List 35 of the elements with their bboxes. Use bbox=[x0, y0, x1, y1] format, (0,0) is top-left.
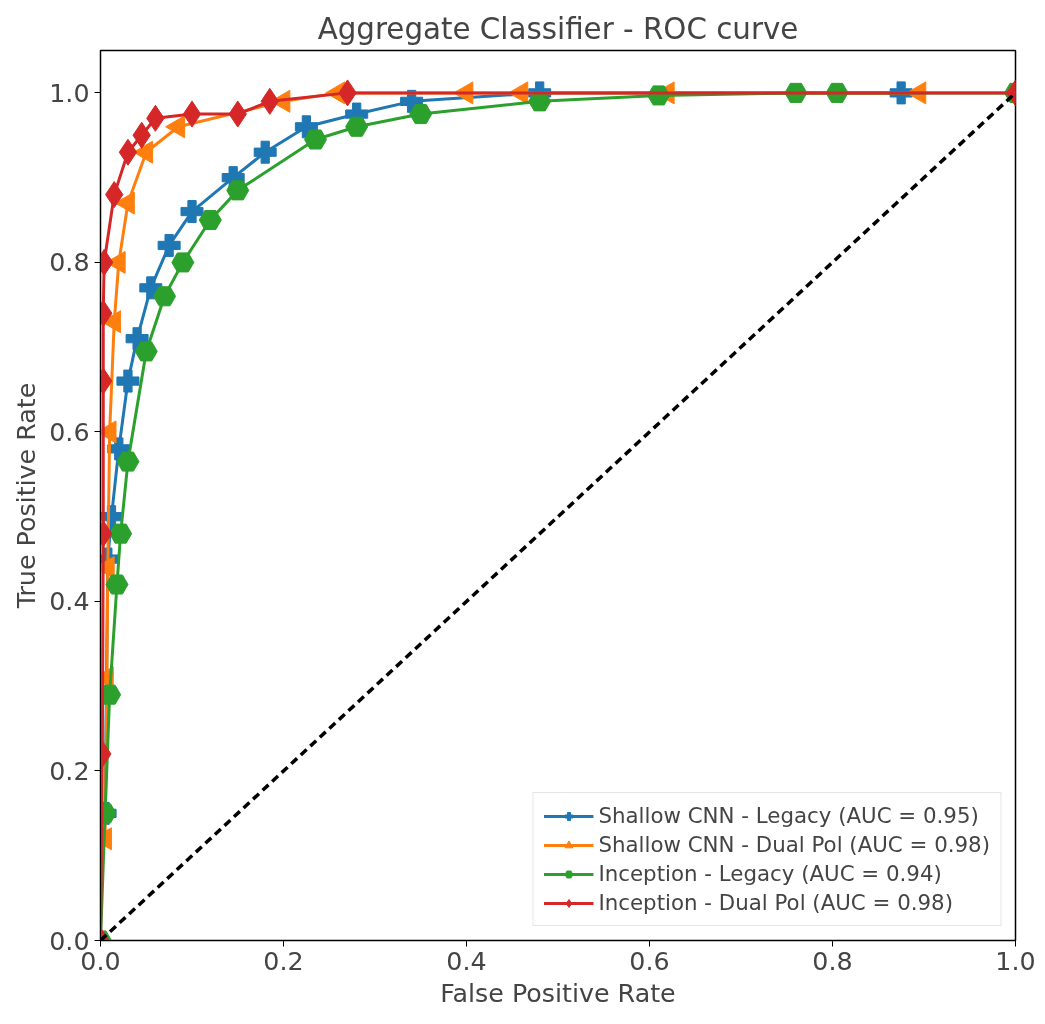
x-tick-label: 1.0 bbox=[995, 945, 1036, 976]
x-tick-label: 0.6 bbox=[629, 945, 670, 976]
point bbox=[153, 286, 177, 307]
point bbox=[345, 116, 369, 137]
point bbox=[528, 91, 552, 112]
y-tick-label: 0.6 bbox=[49, 416, 90, 447]
point bbox=[134, 341, 158, 362]
y-axis-title: True Positive Rate bbox=[11, 382, 42, 610]
point bbox=[171, 252, 195, 273]
point bbox=[198, 210, 222, 231]
y-tick-label: 1.0 bbox=[49, 77, 90, 108]
point bbox=[180, 200, 204, 224]
y-tick-label: 0.4 bbox=[49, 586, 90, 617]
y-tick-label: 0.8 bbox=[49, 247, 90, 278]
point bbox=[116, 369, 140, 393]
legend-label: Inception - Dual Pol (AUC = 0.98) bbox=[598, 890, 953, 915]
point bbox=[109, 523, 133, 544]
chart-title: Aggregate Classifier - ROC curve bbox=[317, 11, 799, 46]
legend-label: Shallow CNN - Dual Pol (AUC = 0.98) bbox=[598, 832, 990, 857]
y-tick-label: 0.2 bbox=[49, 755, 90, 786]
point bbox=[105, 574, 129, 595]
point bbox=[116, 451, 140, 472]
point bbox=[304, 129, 328, 150]
legend-label: Inception - Legacy (AUC = 0.94) bbox=[598, 861, 942, 886]
x-axis-title: False Positive Rate bbox=[440, 977, 676, 1008]
point bbox=[182, 100, 202, 128]
x-tick-label: 0.2 bbox=[263, 945, 304, 976]
legend-label: Shallow CNN - Legacy (AUC = 0.95) bbox=[598, 803, 979, 828]
point bbox=[226, 180, 250, 201]
point bbox=[409, 104, 433, 125]
point bbox=[118, 138, 138, 166]
x-tick-label: 0.4 bbox=[446, 945, 487, 976]
point bbox=[253, 140, 277, 164]
x-tick-label: 0.8 bbox=[812, 945, 853, 976]
point bbox=[157, 233, 181, 257]
